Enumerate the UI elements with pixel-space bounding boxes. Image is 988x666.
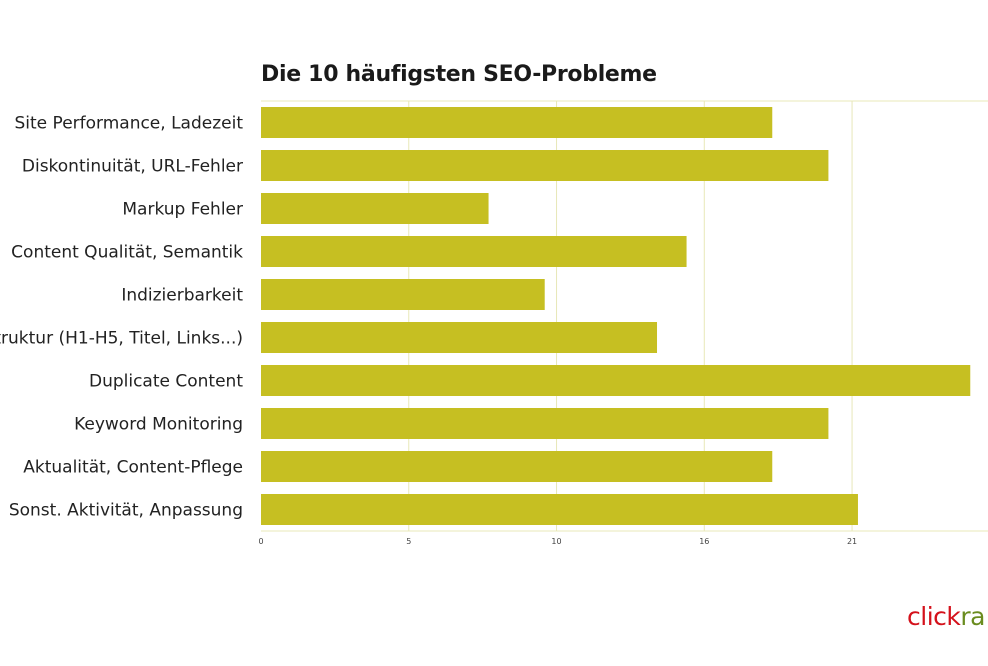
x-tick-label: 5 xyxy=(406,537,411,546)
x-axis-ticks: 0 5 10 16 21 xyxy=(258,537,857,546)
category-label: Keyword Monitoring xyxy=(74,415,243,435)
category-label: Sonst. Aktivität, Anpassung xyxy=(9,501,243,521)
chart-title: Die 10 häufigsten SEO-Probleme xyxy=(261,62,657,87)
bar xyxy=(261,365,971,396)
bars xyxy=(261,107,971,525)
x-tick-label: 16 xyxy=(699,537,709,546)
category-label: Content Qualität, Semantik xyxy=(11,243,243,263)
x-tick-label: 10 xyxy=(551,537,561,546)
bar xyxy=(261,279,545,310)
bar xyxy=(261,322,658,353)
x-tick-label: 21 xyxy=(847,537,857,546)
logo-text-red: click xyxy=(907,602,961,631)
bar xyxy=(261,451,773,482)
category-labels: Site Performance, Ladezeit Diskontinuität… xyxy=(0,114,243,521)
bar xyxy=(261,408,829,439)
category-label: Markup Fehler xyxy=(122,200,243,220)
x-tick-label: 0 xyxy=(258,537,263,546)
bar xyxy=(261,193,489,224)
bar xyxy=(261,236,687,267)
bar xyxy=(261,150,829,181)
logo-text-green: ra xyxy=(960,602,985,631)
category-label: Site Performance, Ladezeit xyxy=(15,114,244,134)
category-label: Diskontinuität, URL-Fehler xyxy=(22,157,243,177)
category-label: Struktur (H1-H5, Titel, Links...) xyxy=(0,329,243,349)
brand-logo: clickra xyxy=(907,602,985,631)
bar xyxy=(261,494,858,525)
category-label: Indizierbarkeit xyxy=(121,286,243,306)
bar xyxy=(261,107,773,138)
category-label: Duplicate Content xyxy=(89,372,243,392)
category-label: Aktualität, Content-Pflege xyxy=(23,458,243,478)
